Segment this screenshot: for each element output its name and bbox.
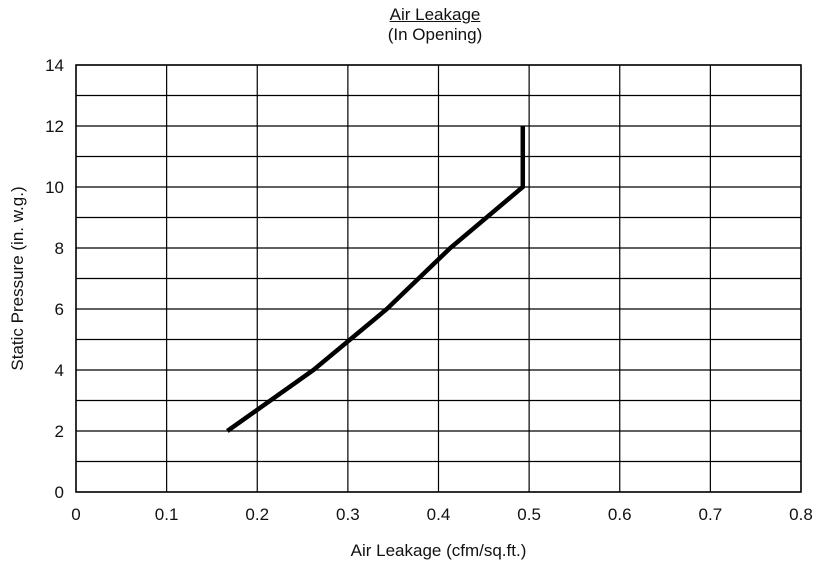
y-tick-label: 6 bbox=[55, 300, 64, 319]
x-tick-label: 0.7 bbox=[699, 505, 723, 524]
chart-subtitle: (In Opening) bbox=[387, 25, 483, 44]
x-tick-label: 0.3 bbox=[336, 505, 360, 524]
x-tick-label: 0.4 bbox=[427, 505, 451, 524]
x-tick-label: 0.2 bbox=[245, 505, 269, 524]
x-tick-label: 0.8 bbox=[789, 505, 813, 524]
x-tick-labels: 0 0.1 0.2 0.3 0.4 0.5 0.6 0.7 0.8 bbox=[71, 505, 813, 524]
y-tick-label: 2 bbox=[55, 422, 64, 441]
series-line bbox=[226, 126, 526, 433]
y-axis-label: Static Pressure (in. w.g.) bbox=[8, 186, 27, 370]
series-group bbox=[226, 126, 526, 433]
x-axis-label: Air Leakage (cfm/sq.ft.) bbox=[351, 541, 527, 560]
y-tick-label: 8 bbox=[55, 239, 64, 258]
grid bbox=[75, 64, 802, 493]
y-tick-label: 0 bbox=[55, 483, 64, 502]
y-tick-labels: 0 2 4 6 8 10 12 14 bbox=[45, 56, 64, 502]
x-tick-label: 0 bbox=[71, 505, 80, 524]
chart-title: Air Leakage bbox=[389, 5, 481, 24]
x-tick-label: 0.5 bbox=[517, 505, 541, 524]
y-tick-label: 4 bbox=[55, 361, 64, 380]
y-tick-label: 10 bbox=[45, 178, 64, 197]
x-tick-label: 0.1 bbox=[155, 505, 179, 524]
y-tick-label: 14 bbox=[45, 56, 64, 75]
plot-frame bbox=[75, 64, 802, 493]
y-tick-label: 12 bbox=[45, 117, 64, 136]
x-tick-label: 0.6 bbox=[608, 505, 632, 524]
